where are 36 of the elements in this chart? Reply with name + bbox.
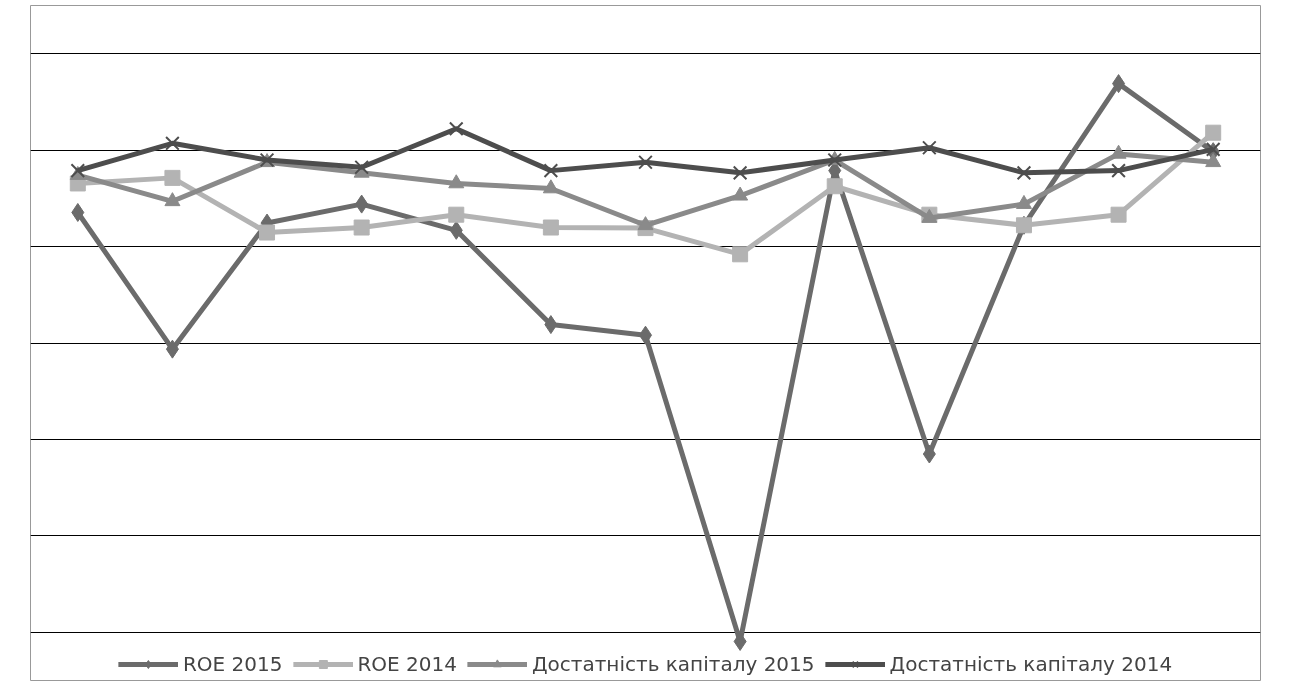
- point: [164, 169, 181, 186]
- point: [542, 219, 559, 236]
- point: [637, 216, 654, 231]
- point: [448, 174, 465, 189]
- point: [543, 163, 559, 178]
- point: [1205, 142, 1221, 157]
- legend-label: Достатність капіталу 2014: [889, 652, 1173, 676]
- point: [71, 202, 85, 222]
- point: [1110, 206, 1127, 223]
- point: [164, 192, 181, 207]
- point: [732, 246, 749, 263]
- legend-label: ROE 2015: [182, 652, 283, 676]
- point: [542, 179, 559, 194]
- legend-label: Достатність капіталу 2015: [531, 652, 815, 676]
- point: [1111, 163, 1126, 178]
- point: [165, 339, 179, 359]
- point: [1205, 153, 1222, 168]
- point: [922, 444, 936, 464]
- point: [1205, 124, 1222, 141]
- point: [1016, 165, 1032, 181]
- point: [449, 220, 463, 240]
- point: [354, 159, 370, 175]
- point: [353, 219, 370, 236]
- point: [732, 165, 748, 181]
- point: [638, 154, 653, 170]
- point: [921, 140, 937, 156]
- point: [826, 178, 843, 195]
- legend-label: ROE 2014: [357, 652, 457, 676]
- point: [1112, 74, 1126, 94]
- point: [544, 315, 558, 335]
- point: [448, 121, 464, 137]
- point: [448, 206, 465, 223]
- point: [355, 194, 369, 214]
- point: [165, 135, 180, 151]
- point: [259, 224, 276, 241]
- point: [732, 186, 749, 201]
